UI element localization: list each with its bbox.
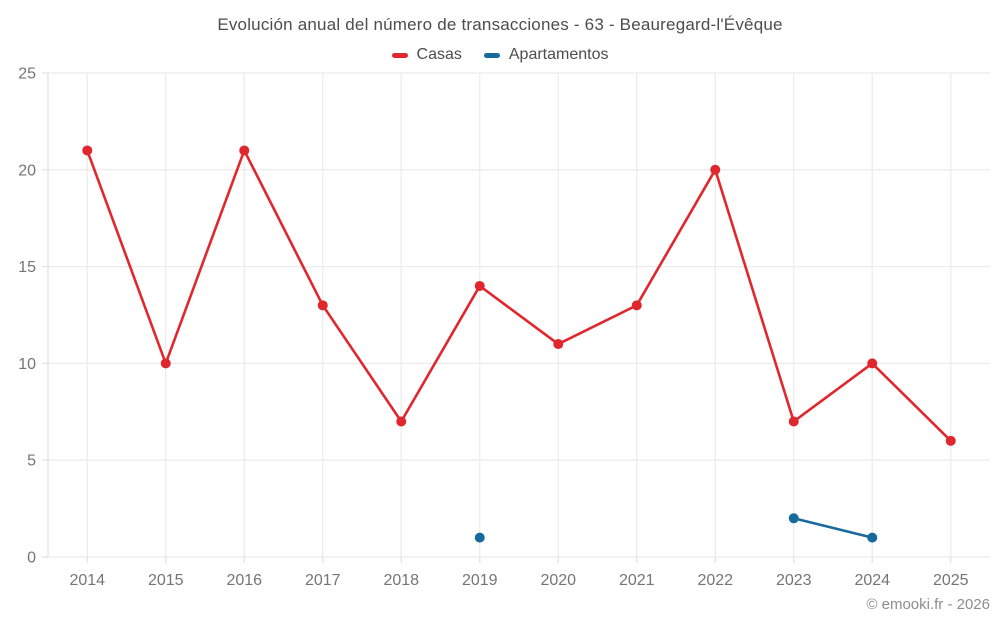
series-line-apartamentos	[792, 516, 874, 539]
x-axis-label: 2019	[462, 572, 498, 589]
y-axis-label: 25	[18, 66, 36, 83]
x-axis-label: 2016	[226, 572, 262, 589]
data-point-casas-2025	[945, 435, 956, 446]
y-axis-label: 15	[18, 259, 36, 276]
data-point-apartamentos-2023	[788, 513, 799, 524]
x-axis-label: 2023	[776, 572, 812, 589]
x-axis-label: 2022	[697, 572, 733, 589]
x-axis-label: 2020	[540, 572, 576, 589]
x-axis-label: 2025	[933, 572, 969, 589]
x-axis-label: 2014	[69, 572, 105, 589]
y-axis-label: 0	[27, 550, 36, 567]
legend-item-casas[interactable]: Casas	[391, 46, 462, 64]
data-point-casas-2021	[631, 300, 642, 311]
data-point-apartamentos-2024	[867, 532, 878, 543]
legend-label-apartamentos: Apartamentos	[508, 46, 609, 63]
y-axis-label: 5	[27, 453, 36, 470]
data-point-casas-2020	[553, 339, 564, 350]
x-axis-label: 2015	[148, 572, 184, 589]
data-point-casas-2015	[160, 358, 171, 369]
x-axis-label: 2018	[383, 572, 419, 589]
data-point-casas-2024	[867, 358, 878, 369]
chart-legend: Casas Apartamentos	[0, 46, 1000, 64]
data-point-casas-2023	[788, 416, 799, 427]
casas-series-swatch-icon	[391, 52, 408, 58]
data-point-casas-2017	[317, 300, 328, 311]
apartamentos-series-swatch-icon	[483, 52, 500, 58]
series-line-casas	[85, 149, 953, 443]
data-point-casas-2014	[82, 145, 93, 156]
chart-title: Evolución anual del número de transaccio…	[217, 15, 783, 34]
x-axis-label: 2021	[619, 572, 655, 589]
data-point-casas-2018	[396, 416, 407, 427]
x-axis-label: 2017	[305, 572, 341, 589]
y-axis-label: 20	[18, 162, 36, 179]
y-axis-label: 10	[18, 356, 36, 373]
data-point-casas-2019	[474, 280, 485, 291]
data-point-apartamentos-2019	[474, 532, 485, 543]
data-point-casas-2022	[710, 164, 721, 175]
legend-item-apartamentos[interactable]: Apartamentos	[483, 46, 609, 64]
legend-label-casas: Casas	[416, 46, 462, 63]
copyright-watermark: © emooki.fr - 2026	[866, 596, 990, 613]
data-point-casas-2016	[239, 145, 250, 156]
x-axis-label: 2024	[854, 572, 890, 589]
